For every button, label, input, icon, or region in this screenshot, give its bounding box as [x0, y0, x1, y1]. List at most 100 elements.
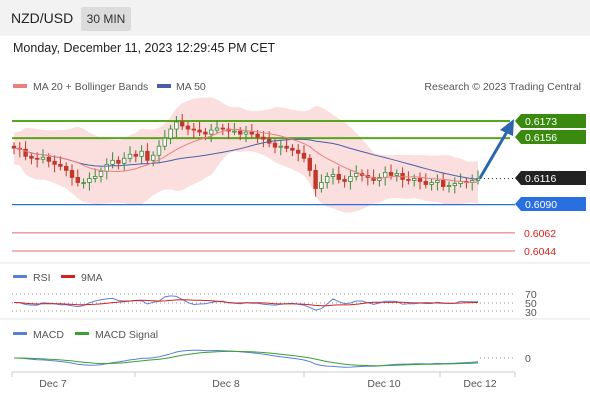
macd-signal-line [14, 350, 479, 367]
svg-text:0.6116: 0.6116 [525, 173, 556, 185]
candle [168, 125, 173, 145]
macd-zero-tick: 0 [525, 353, 531, 365]
candle [435, 174, 440, 191]
level-lines [12, 120, 515, 252]
candle [174, 115, 179, 138]
candle [290, 144, 295, 157]
bollinger-band-area [14, 97, 478, 213]
candle [342, 175, 347, 188]
candle [371, 169, 376, 185]
candle [301, 145, 307, 163]
candle [353, 165, 359, 181]
timeframe-button[interactable]: 30 MIN [81, 7, 131, 31]
candle [313, 164, 318, 197]
legend-macd-signal: MACD Signal [95, 329, 158, 341]
legend-ma20-swatch [13, 84, 27, 88]
candle [214, 119, 220, 135]
pair-label: NZD/USD [11, 10, 74, 26]
svg-text:0.6090: 0.6090 [525, 199, 557, 211]
legend-rsi-swatch [13, 275, 27, 278]
candle [197, 122, 202, 137]
rsi-tick-30: 30 [525, 307, 537, 319]
ma50-line [13, 138, 479, 180]
candle [75, 169, 80, 187]
x-tick-2: Dec 10 [367, 378, 400, 390]
candle [417, 172, 423, 190]
candle [145, 143, 150, 165]
candle [185, 122, 191, 136]
legend-ma50-swatch [157, 84, 171, 88]
x-tick-1: Dec 8 [212, 378, 240, 390]
legend-rsi-ma-swatch [61, 275, 75, 278]
rsi-ma-line [13, 299, 479, 307]
projection-arrow-head [500, 119, 514, 136]
candle [394, 169, 399, 182]
candle [116, 156, 121, 170]
candle [64, 162, 69, 177]
header-bar: NZD/USD 30 MIN [0, 0, 590, 36]
candle [243, 126, 249, 143]
candle [162, 130, 167, 151]
candle [208, 124, 214, 143]
candle [93, 168, 98, 183]
legend-ma20-bollinger: MA 20 + Bollinger Bands [33, 81, 148, 93]
candle [446, 181, 452, 193]
legend-rsi-ma: 9MA [81, 272, 103, 284]
candle [52, 155, 57, 173]
macd-line [13, 349, 479, 368]
svg-text:0.6173: 0.6173 [525, 116, 557, 128]
candle [284, 138, 289, 153]
legend-macd-swatch [13, 332, 27, 335]
svg-text:0.6156: 0.6156 [525, 132, 557, 144]
candle [452, 177, 457, 194]
candle [220, 124, 225, 136]
level-label-1: 0.6156 [515, 130, 586, 144]
candle [69, 164, 75, 186]
candle [40, 149, 46, 164]
candle [58, 156, 63, 171]
candle [336, 166, 341, 184]
candle [191, 123, 196, 139]
candle [307, 154, 312, 177]
legend-macd-signal-swatch [75, 332, 89, 335]
candle [139, 145, 144, 165]
rsi-tick-70: 70 [525, 289, 537, 301]
ma20-line [13, 128, 479, 183]
level-label-4: 0.6062 [524, 228, 556, 240]
candle [29, 152, 34, 165]
candle [324, 172, 330, 189]
candle [179, 113, 185, 131]
bollinger-bands [14, 97, 478, 213]
candle [150, 151, 156, 167]
legend-macd: MACD [33, 329, 64, 341]
candle [406, 171, 411, 185]
rsi-tick-50: 50 [525, 298, 537, 310]
x-tick-3: Dec 12 [463, 378, 496, 390]
datetime-label: Monday, December 11, 2023 12:29:45 PM CE… [13, 41, 276, 55]
level-label-3: 0.6090 [515, 197, 586, 211]
credit-text: Research © 2023 Trading Central [424, 81, 581, 93]
candle [319, 174, 324, 193]
level-label-0: 0.6173 [515, 114, 586, 128]
candle [127, 146, 133, 163]
candle [440, 172, 446, 191]
candle [98, 167, 104, 183]
legend-rsi: RSI [33, 272, 51, 284]
x-tick-0: Dec 7 [39, 378, 67, 390]
level-label-5: 0.6044 [524, 246, 556, 258]
level-label-2: 0.6116 [515, 171, 586, 185]
candle [295, 144, 301, 162]
candle [423, 173, 428, 189]
candle [330, 168, 336, 185]
candle [429, 178, 434, 191]
projection-arrow-shaft [478, 129, 510, 179]
candle [278, 140, 283, 156]
candle [133, 150, 138, 163]
legend-ma50: MA 50 [176, 81, 206, 93]
candle [122, 152, 127, 172]
candle [87, 172, 92, 191]
candle [348, 170, 353, 190]
candle [261, 131, 266, 148]
candle [81, 178, 86, 189]
